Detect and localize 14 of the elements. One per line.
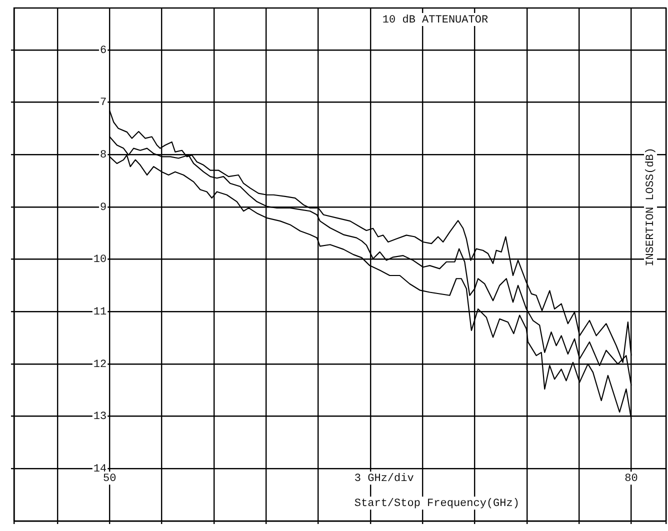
annotation: 3 GHz/div bbox=[354, 473, 414, 486]
y-tick-label: 7 bbox=[100, 97, 107, 110]
y-tick-label: 6 bbox=[100, 44, 107, 57]
y-tick-label: 8 bbox=[100, 149, 107, 162]
y-tick-label: 11 bbox=[93, 306, 108, 319]
x-axis-title: Start/Stop Frequency(GHz) bbox=[354, 498, 520, 510]
x-tick-label: 50 bbox=[103, 473, 116, 486]
y-axis-title: INSERTION LOSS(dB) bbox=[644, 148, 657, 266]
y-tick-label: 9 bbox=[100, 202, 107, 214]
text: 10 dB ATTENUATOR bbox=[382, 14, 488, 26]
y-tick-label: 12 bbox=[93, 358, 107, 371]
y-tick-label: 10 bbox=[93, 254, 107, 266]
x-tick-label: 80 bbox=[624, 473, 638, 486]
y-tick-label: 13 bbox=[93, 411, 107, 424]
